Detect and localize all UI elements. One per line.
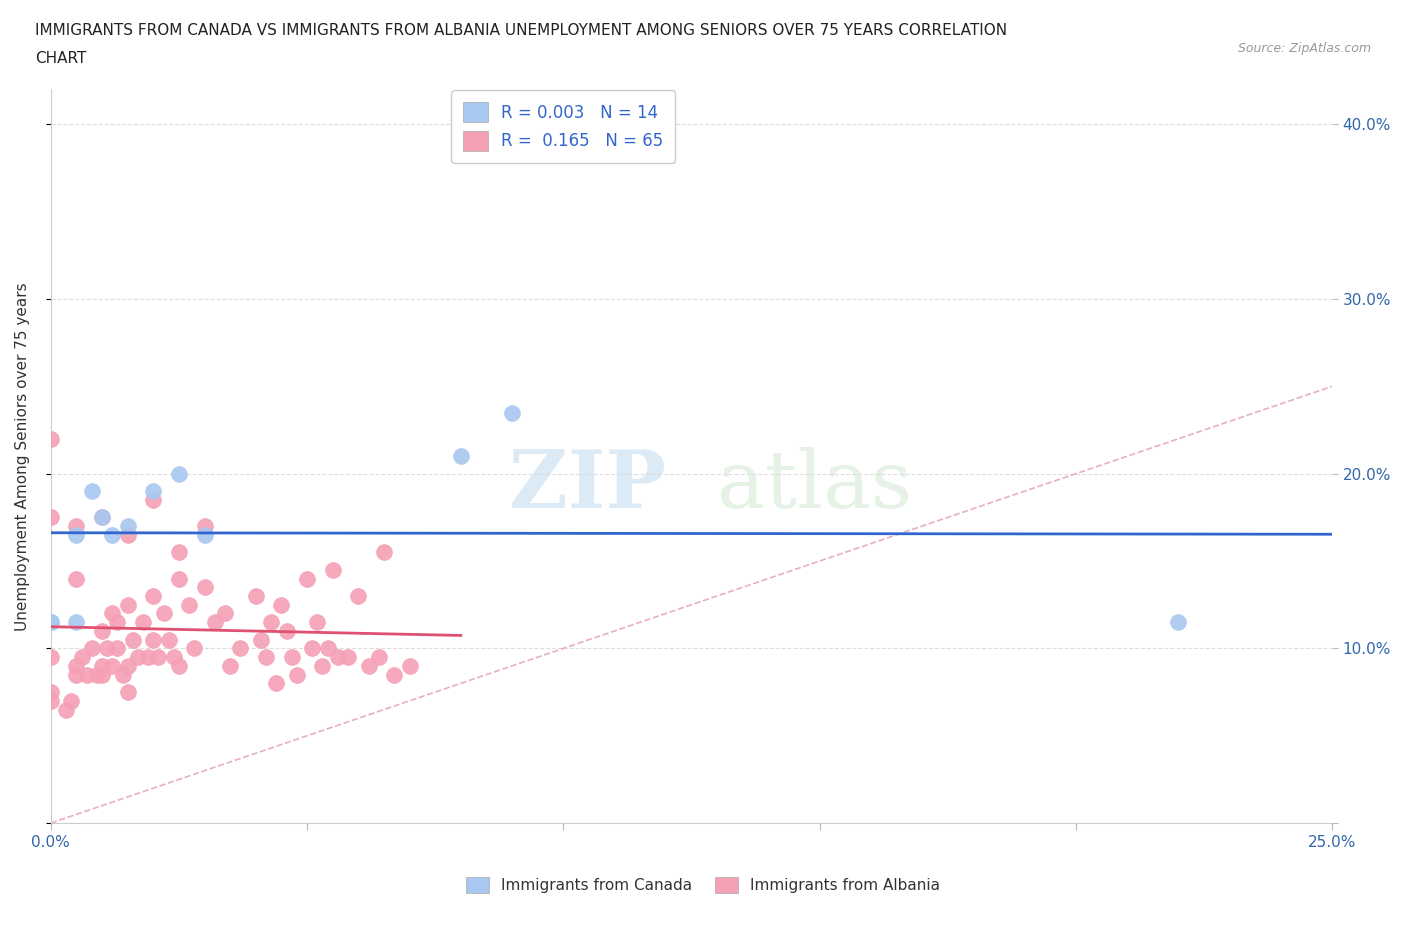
- Point: [204, 615, 226, 630]
- Point: [39, 684, 62, 699]
- Point: [39, 694, 62, 709]
- Point: [163, 650, 186, 665]
- Point: [167, 571, 190, 586]
- Point: [107, 615, 129, 630]
- Point: [142, 484, 165, 498]
- Point: [266, 676, 288, 691]
- Point: [322, 563, 344, 578]
- Legend: Immigrants from Canada, Immigrants from Albania: Immigrants from Canada, Immigrants from …: [460, 870, 946, 899]
- Point: [65, 571, 87, 586]
- Point: [60, 694, 83, 709]
- Point: [276, 623, 298, 638]
- Point: [1167, 615, 1189, 630]
- Point: [219, 658, 242, 673]
- Point: [337, 650, 360, 665]
- Point: [194, 579, 217, 594]
- Point: [101, 606, 124, 621]
- Point: [142, 493, 165, 508]
- Point: [65, 615, 87, 630]
- Point: [301, 641, 323, 656]
- Point: [39, 432, 62, 446]
- Legend: R = 0.003   N = 14, R =  0.165   N = 65: R = 0.003 N = 14, R = 0.165 N = 65: [451, 90, 675, 163]
- Point: [86, 667, 108, 682]
- Point: [91, 510, 114, 525]
- Point: [254, 650, 277, 665]
- Text: IMMIGRANTS FROM CANADA VS IMMIGRANTS FROM ALBANIA UNEMPLOYMENT AMONG SENIORS OVE: IMMIGRANTS FROM CANADA VS IMMIGRANTS FRO…: [35, 23, 1007, 38]
- Text: atlas: atlas: [717, 446, 912, 525]
- Point: [179, 597, 201, 612]
- Point: [250, 632, 273, 647]
- Point: [39, 510, 62, 525]
- Point: [65, 527, 87, 542]
- Point: [101, 527, 124, 542]
- Point: [167, 658, 190, 673]
- Text: Source: ZipAtlas.com: Source: ZipAtlas.com: [1237, 42, 1371, 55]
- Point: [183, 641, 205, 656]
- Point: [96, 641, 118, 656]
- Point: [316, 641, 339, 656]
- Point: [91, 510, 114, 525]
- Point: [311, 658, 333, 673]
- Point: [117, 597, 139, 612]
- Point: [214, 606, 236, 621]
- Point: [194, 519, 217, 534]
- Point: [65, 519, 87, 534]
- Point: [285, 667, 308, 682]
- Point: [39, 615, 62, 630]
- Point: [107, 641, 129, 656]
- Point: [39, 650, 62, 665]
- Point: [307, 615, 329, 630]
- Point: [280, 650, 302, 665]
- Point: [347, 589, 370, 604]
- Point: [39, 615, 62, 630]
- Point: [117, 527, 139, 542]
- Point: [157, 632, 180, 647]
- Point: [121, 632, 143, 647]
- Point: [91, 667, 114, 682]
- Point: [136, 650, 159, 665]
- Point: [65, 658, 87, 673]
- Point: [367, 650, 389, 665]
- Point: [91, 623, 114, 638]
- Point: [152, 606, 174, 621]
- Point: [501, 405, 523, 420]
- Point: [382, 667, 405, 682]
- Point: [127, 650, 149, 665]
- Point: [55, 702, 77, 717]
- Point: [194, 527, 217, 542]
- Point: [398, 658, 420, 673]
- Point: [80, 641, 103, 656]
- Point: [229, 641, 252, 656]
- Point: [357, 658, 380, 673]
- Point: [101, 658, 124, 673]
- Point: [91, 658, 114, 673]
- Point: [450, 449, 472, 464]
- Point: [142, 632, 165, 647]
- Point: [117, 519, 139, 534]
- Point: [80, 484, 103, 498]
- Point: [148, 650, 170, 665]
- Y-axis label: Unemployment Among Seniors over 75 years: Unemployment Among Seniors over 75 years: [15, 282, 30, 631]
- Point: [295, 571, 318, 586]
- Text: ZIP: ZIP: [509, 446, 666, 525]
- Point: [117, 658, 139, 673]
- Point: [76, 667, 98, 682]
- Point: [245, 589, 267, 604]
- Point: [373, 545, 395, 560]
- Point: [117, 684, 139, 699]
- Point: [326, 650, 349, 665]
- Point: [167, 545, 190, 560]
- Text: CHART: CHART: [35, 51, 87, 66]
- Point: [142, 589, 165, 604]
- Point: [65, 667, 87, 682]
- Point: [70, 650, 93, 665]
- Point: [111, 667, 134, 682]
- Point: [270, 597, 292, 612]
- Point: [167, 466, 190, 481]
- Point: [132, 615, 155, 630]
- Point: [260, 615, 283, 630]
